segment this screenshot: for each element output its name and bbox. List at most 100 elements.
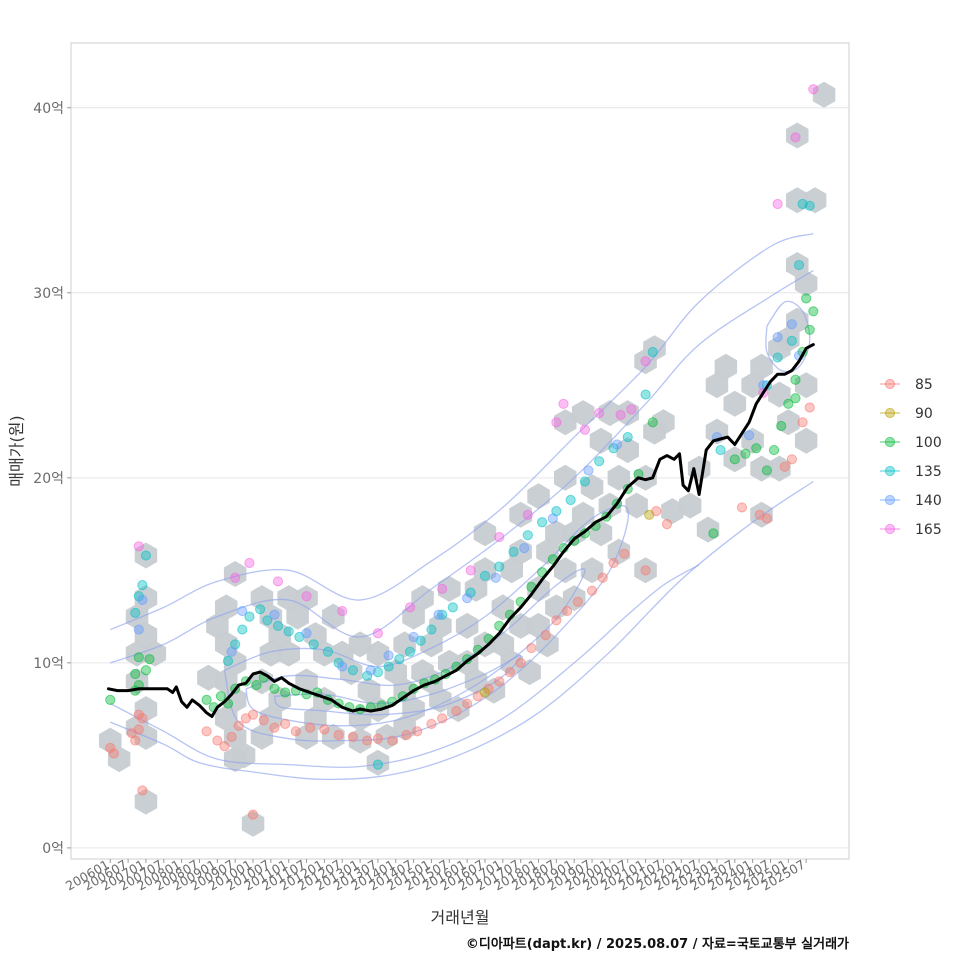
hex-bin — [348, 631, 372, 658]
data-point-135 — [786, 335, 797, 347]
hex-bin — [295, 723, 318, 750]
hex-bin — [464, 575, 488, 602]
data-point-100 — [140, 665, 152, 676]
data-point-85 — [247, 709, 259, 720]
data-point-85 — [201, 726, 212, 737]
data-point-165 — [626, 404, 637, 415]
hex-bin — [241, 810, 265, 837]
hex-bin — [589, 427, 613, 454]
y-tick-label: 30억 — [33, 286, 64, 302]
data-point-85 — [608, 557, 619, 569]
data-point-85 — [804, 402, 815, 413]
data-point-140 — [226, 646, 237, 657]
hex-bin — [554, 557, 577, 584]
hex-bin — [393, 714, 416, 741]
data-point-85 — [233, 720, 244, 731]
data-point-85 — [269, 722, 280, 733]
data-point-100 — [144, 654, 155, 665]
data-point-100 — [790, 393, 801, 404]
grid-lines — [71, 107, 849, 849]
data-point-85 — [504, 667, 516, 678]
hex-bin — [634, 464, 657, 491]
hex-bin — [500, 557, 523, 584]
y-tick-label: 40억 — [33, 101, 64, 117]
hex-bin — [134, 622, 158, 649]
data-point-85 — [108, 748, 119, 759]
data-point-100 — [269, 683, 280, 694]
data-point-165 — [301, 591, 312, 602]
data-point-100 — [740, 448, 751, 459]
hex-bin — [402, 696, 425, 723]
data-point-165 — [551, 417, 562, 428]
data-point-165 — [437, 583, 448, 594]
hex-bin — [277, 640, 300, 667]
hex-bin — [616, 437, 639, 464]
data-point-135 — [594, 456, 605, 467]
data-point-85 — [133, 724, 144, 735]
legend-label: 85 — [915, 377, 933, 393]
hex-bin — [545, 520, 568, 547]
legend-label: 165 — [915, 522, 942, 538]
hex-bin — [429, 612, 452, 639]
data-point-85 — [451, 705, 462, 717]
legend-label: 140 — [915, 493, 942, 509]
hex-bin — [589, 520, 613, 547]
data-point-135 — [536, 517, 548, 528]
legend-label: 135 — [915, 464, 942, 480]
data-point-135 — [262, 615, 273, 626]
data-point-85 — [586, 585, 598, 596]
data-point-135 — [347, 665, 359, 676]
hex-bin — [705, 372, 729, 399]
data-point-135 — [494, 561, 505, 572]
data-point-100 — [808, 306, 819, 317]
hex-bin — [107, 746, 131, 773]
hex-bin — [661, 498, 684, 525]
data-point-100 — [801, 293, 812, 304]
x-axis-title: 거래년월 — [431, 908, 490, 927]
data-point-135 — [522, 530, 533, 541]
hex-bin — [634, 557, 657, 584]
plot-panel-border — [70, 42, 850, 860]
data-point-140 — [772, 332, 783, 343]
data-point-165 — [230, 572, 241, 583]
data-point-165 — [790, 132, 801, 143]
data-point-165 — [372, 628, 384, 639]
data-point-135 — [140, 550, 152, 561]
data-point-135 — [272, 620, 284, 631]
data-point-135 — [479, 570, 491, 581]
hex-bin — [777, 326, 800, 353]
data-point-165 — [272, 576, 284, 587]
legend-key-point — [884, 494, 896, 506]
y-axis-ticks: 0억 10억 20억 30억 40억 — [33, 101, 71, 857]
data-point-135 — [394, 654, 405, 665]
legend-key-point — [884, 436, 896, 448]
data-point-140 — [269, 609, 280, 620]
data-point-85 — [412, 726, 423, 737]
data-point-135 — [508, 546, 519, 557]
y-tick-label: 20억 — [33, 471, 64, 487]
data-point-135 — [372, 759, 384, 770]
median-price-line — [107, 343, 815, 718]
hex-bin — [696, 516, 720, 543]
hex-bin — [527, 483, 550, 510]
hex-bin — [375, 723, 399, 750]
data-point-135 — [804, 200, 815, 211]
data-point-85 — [347, 731, 359, 742]
data-point-165 — [640, 356, 651, 367]
data-point-85 — [540, 630, 551, 641]
data-point-165 — [244, 557, 255, 569]
data-point-85 — [137, 713, 148, 724]
hex-bin — [509, 501, 532, 528]
hex-bin — [331, 640, 354, 667]
hex-bin — [366, 749, 390, 776]
data-point-100 — [804, 324, 815, 335]
data-point-100 — [776, 420, 787, 432]
hex-bin — [652, 409, 675, 436]
data-point-165 — [404, 602, 416, 613]
data-point-135 — [383, 661, 394, 672]
data-point-135 — [308, 639, 319, 650]
data-point-85 — [387, 735, 398, 746]
hex-bin — [678, 492, 702, 519]
data-point-135 — [793, 259, 805, 271]
